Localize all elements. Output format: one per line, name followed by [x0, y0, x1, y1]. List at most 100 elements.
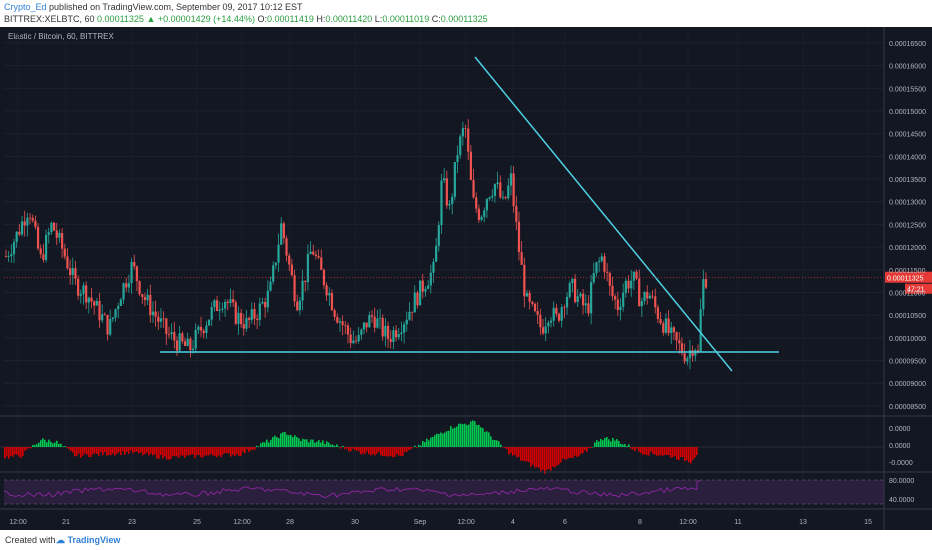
candle-body	[266, 290, 269, 308]
x-tick-label: 13	[799, 519, 807, 526]
osc-bar	[260, 443, 262, 447]
y-tick-label: 0.00016500	[889, 41, 926, 48]
osc-bar	[596, 440, 598, 447]
y-tick-label: 0.00009000	[889, 381, 926, 388]
candle-body	[507, 185, 510, 199]
candle-body	[477, 208, 481, 220]
osc-bar	[90, 447, 92, 458]
candle-body	[686, 358, 689, 362]
osc-bar	[80, 447, 82, 458]
osc-bar	[344, 447, 346, 450]
osc-bar	[696, 447, 698, 456]
osc-bar	[600, 438, 602, 447]
osc-bar	[410, 447, 412, 450]
author-link[interactable]: Crypto_Ed	[4, 2, 47, 12]
osc-bar	[604, 437, 606, 447]
osc-bar	[446, 431, 448, 447]
osc-bar	[514, 447, 516, 456]
candle-body	[667, 318, 670, 334]
osc-bar	[296, 436, 298, 447]
candle-body	[386, 325, 390, 340]
close-value: 0.00011325	[440, 14, 488, 24]
osc-bar	[270, 439, 272, 447]
candle-body	[587, 303, 590, 314]
osc-bar	[668, 447, 670, 456]
osc-bar	[100, 447, 102, 453]
osc-bar	[620, 443, 622, 447]
candle-body	[79, 293, 82, 296]
candle-body	[402, 324, 406, 333]
osc-bar	[208, 447, 210, 456]
candle-body	[15, 231, 18, 243]
osc-bar	[92, 447, 94, 455]
candle-body	[416, 292, 419, 306]
candle-body	[573, 278, 577, 303]
y-tick-label: 0.00014000	[889, 154, 926, 161]
candle-body	[632, 271, 635, 281]
osc-bar	[354, 447, 356, 451]
candle-body	[135, 266, 139, 282]
osc-bar	[6, 447, 8, 457]
osc-bar	[220, 447, 222, 458]
osc-bar	[318, 440, 320, 447]
osc-bar	[554, 447, 556, 468]
tradingview-logo[interactable]: ☁ TradingView	[56, 535, 121, 545]
candle-body	[226, 301, 229, 304]
last-price-label: 0.00011325	[887, 276, 924, 283]
chart-area[interactable]: Elastic / Bitcoin, 60, BITTREX 0.0001132…	[0, 27, 932, 530]
osc-bar	[164, 447, 166, 457]
candle-body	[181, 333, 184, 342]
osc-bar	[558, 447, 560, 465]
chart-svg[interactable]: Elastic / Bitcoin, 60, BITTREX 0.0001132…	[0, 27, 932, 530]
osc-bar	[412, 447, 414, 448]
candle-body	[157, 316, 160, 322]
osc-bar	[292, 437, 294, 447]
osc-bar	[276, 437, 278, 447]
osc-bar	[4, 447, 6, 459]
candle-body	[435, 245, 438, 262]
osc-bar	[580, 447, 582, 455]
candle-body	[432, 261, 435, 273]
osc-bar	[352, 447, 354, 449]
candle-body	[197, 326, 200, 331]
osc-bar	[264, 442, 266, 447]
osc-bar	[538, 447, 540, 468]
osc-bar	[124, 447, 126, 455]
osc-bar	[508, 447, 510, 455]
osc-bar	[340, 447, 342, 449]
osc-bar	[198, 447, 200, 456]
osc-bar	[524, 447, 526, 462]
countdown-label: 47:21	[907, 287, 925, 294]
osc-bar	[576, 447, 578, 457]
candle-body	[365, 322, 368, 328]
candle-body	[330, 293, 334, 311]
osc-bar	[188, 447, 190, 456]
y-tick-label: 0.00009500	[889, 359, 926, 366]
osc-bar	[452, 428, 454, 447]
osc-bar	[470, 421, 472, 447]
osc-bar	[642, 447, 644, 455]
osc-bar	[676, 447, 678, 460]
osc-bar	[358, 447, 360, 452]
osc-bar	[96, 447, 98, 454]
osc-y-tick-label: -0.0000	[889, 460, 913, 467]
osc-bar	[16, 447, 18, 455]
candle-body	[61, 232, 64, 249]
osc-bar	[32, 444, 34, 447]
candle-body	[146, 294, 149, 301]
osc-bar	[250, 447, 252, 451]
candle-body	[459, 136, 462, 156]
osc-bar	[56, 440, 58, 447]
candle-body	[523, 264, 526, 297]
candle-body	[165, 318, 168, 334]
osc-bar	[120, 447, 122, 456]
x-tick-label: 15	[864, 519, 872, 526]
osc-bar	[458, 423, 460, 447]
osc-bar	[118, 447, 120, 453]
candle-body	[608, 272, 611, 286]
chart-header: Crypto_Ed published on TradingView.com, …	[0, 0, 932, 26]
osc-bar	[282, 432, 284, 447]
osc-bar	[588, 447, 590, 449]
osc-bar	[584, 447, 586, 451]
candle-body	[555, 307, 558, 314]
